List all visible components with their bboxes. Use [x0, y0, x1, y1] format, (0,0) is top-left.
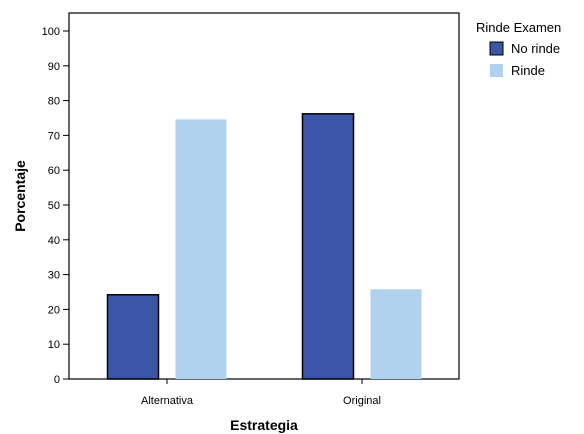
bar-rinde-alternativa [176, 119, 227, 379]
bar-no-rinde-alternativa [108, 295, 159, 379]
y-tick-label: 0 [54, 374, 60, 386]
bar-no-rinde-original [303, 114, 354, 379]
y-tick-label: 100 [42, 26, 60, 38]
y-axis-ticks: 0 10 20 30 40 50 60 70 80 90 100 [42, 26, 69, 386]
y-tick-label: 20 [48, 304, 60, 316]
legend-swatch-no-rinde [490, 42, 503, 55]
legend-label-rinde: Rinde [511, 63, 545, 78]
y-tick-label: 90 [48, 61, 60, 73]
x-axis-ticks: Alternativa Original [141, 379, 381, 407]
y-tick-label: 10 [48, 339, 60, 351]
y-tick-label: 70 [48, 130, 60, 142]
y-axis-title: Porcentaje [12, 160, 28, 232]
x-tick-label: Original [343, 395, 381, 407]
y-tick-label: 40 [48, 235, 60, 247]
legend-swatch-rinde [490, 64, 503, 77]
y-tick-label: 50 [48, 200, 60, 212]
legend-title: Rinde Examen [476, 20, 561, 35]
legend-label-no-rinde: No rinde [511, 41, 560, 56]
x-axis-title: Estrategia [230, 417, 298, 433]
x-tick-label: Alternativa [141, 395, 194, 407]
y-tick-label: 60 [48, 165, 60, 177]
bars [108, 114, 422, 379]
bar-rinde-original [371, 289, 422, 379]
y-tick-label: 30 [48, 270, 60, 282]
y-tick-label: 80 [48, 96, 60, 108]
legend: Rinde Examen No rinde Rinde [476, 20, 561, 78]
